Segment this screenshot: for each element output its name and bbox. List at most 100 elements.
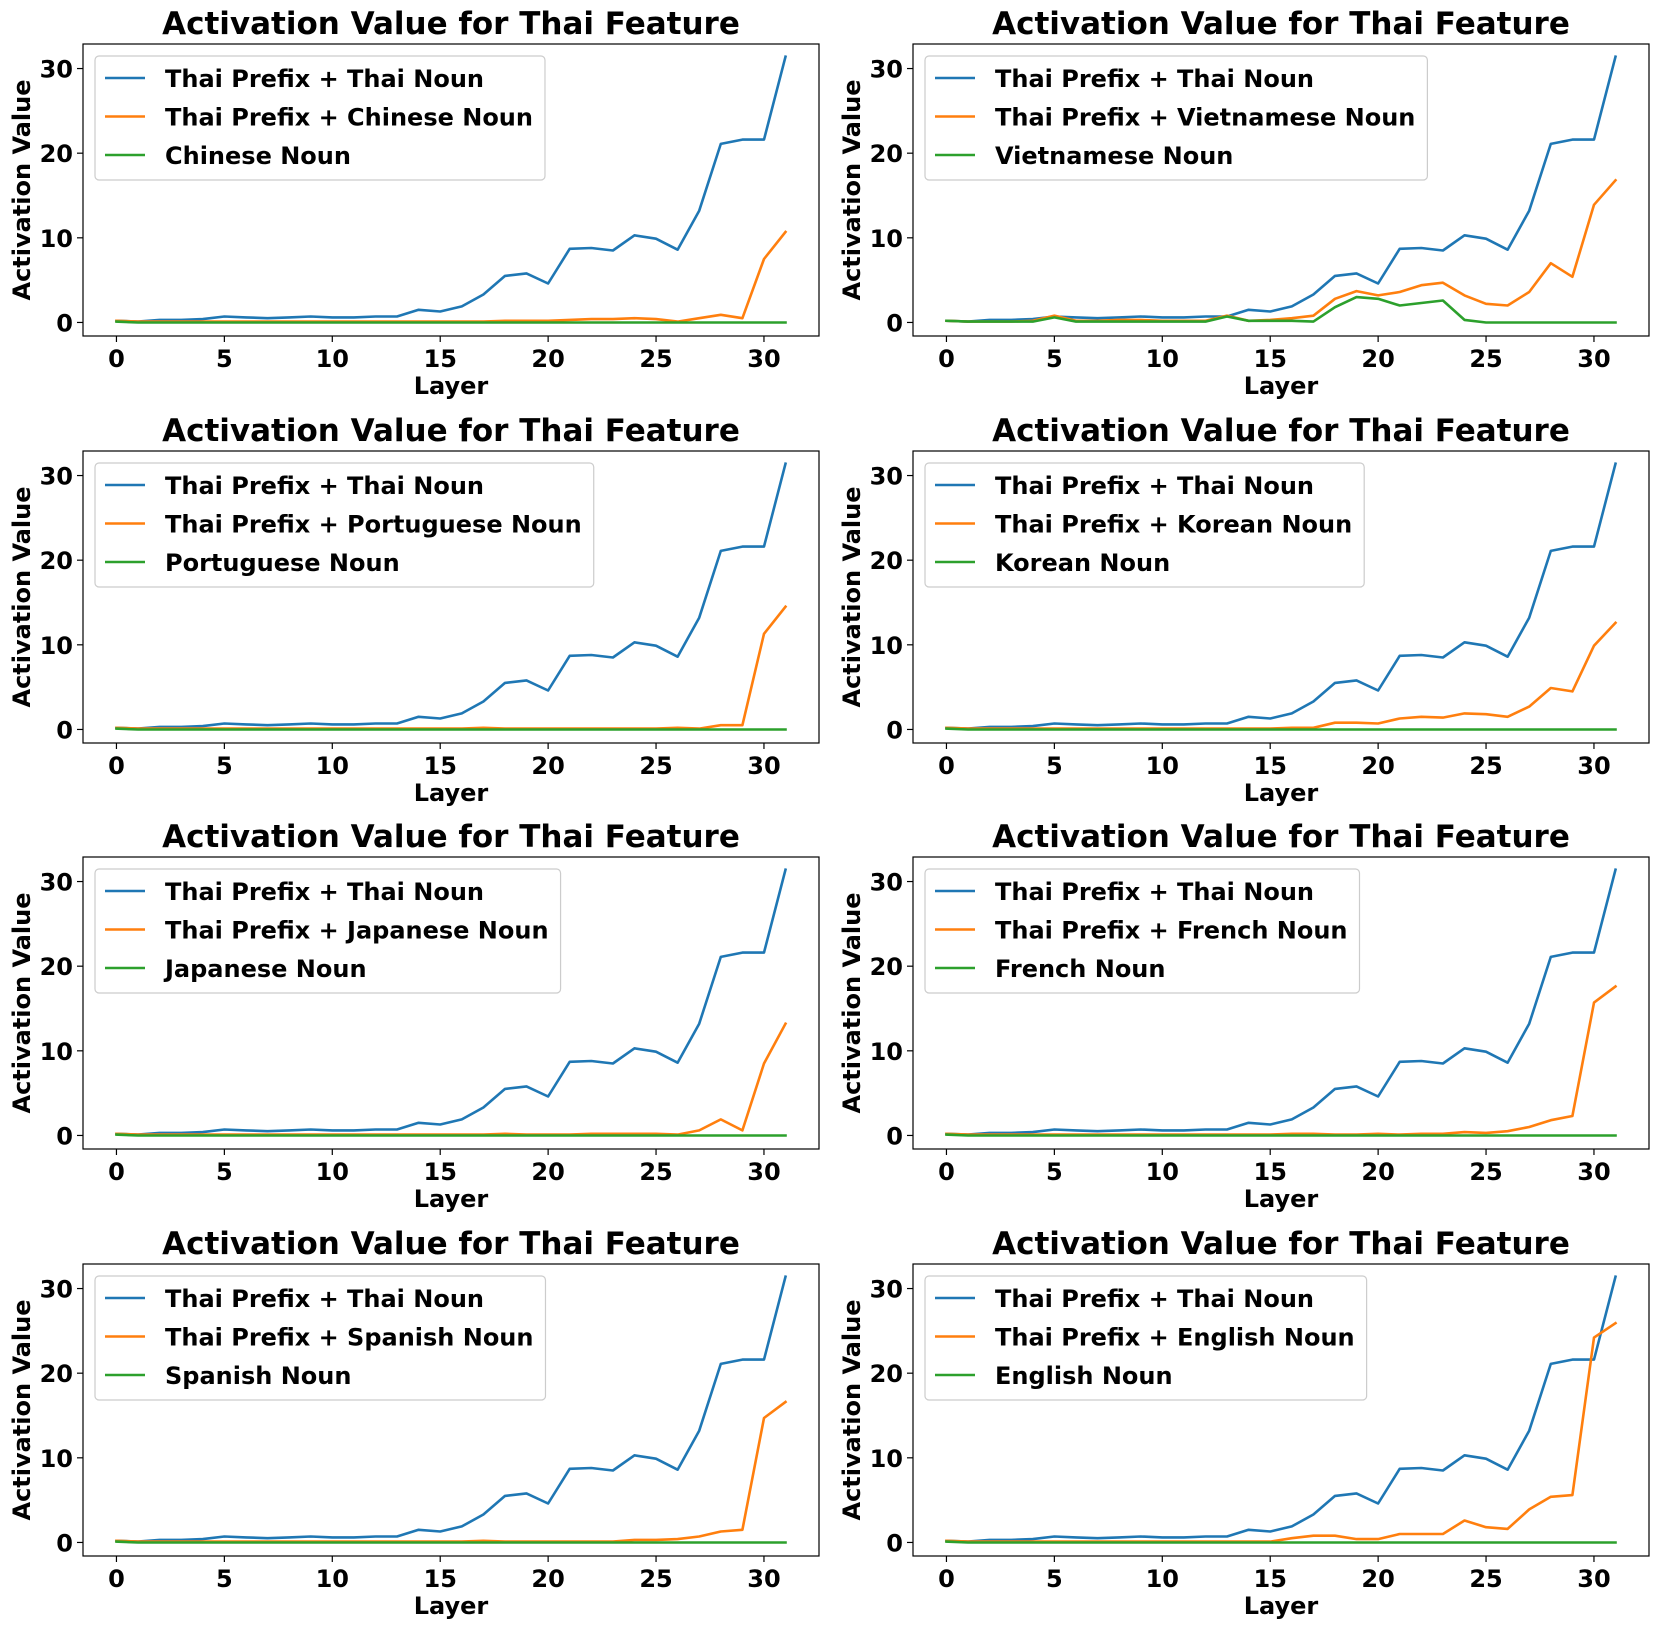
x-tick-label: 0 [108, 1565, 125, 1593]
series-line-2 [115, 1400, 788, 1543]
y-tick-label: 10 [870, 1038, 903, 1066]
chart-panel-1: Activation Value for Thai Feature 0 5 10 15 2… [8, 6, 820, 400]
series-line-2 [945, 620, 1618, 730]
y-tick-label: 20 [870, 140, 903, 168]
y-tick-label: 20 [40, 1360, 73, 1388]
x-axis-label: Layer [1244, 1185, 1319, 1213]
y-tick-label: 20 [870, 547, 903, 575]
y-axis-label: Activation Value [8, 486, 36, 707]
series-line-1 [115, 55, 788, 323]
y-tick-label: 0 [56, 1529, 73, 1557]
legend-label-1: Thai Prefix + Thai Noun [165, 65, 484, 93]
chart-title: Activation Value for Thai Feature [162, 6, 740, 42]
series-line-1 [115, 868, 788, 1136]
series-line-3 [945, 727, 1617, 731]
legend-box [924, 55, 1428, 181]
legend-label-2: Thai Prefix + Vietnamese Noun [995, 104, 1415, 132]
series-group [115, 1275, 788, 1544]
series-line-2 [945, 984, 1618, 1136]
legend-box [94, 462, 595, 588]
x-tick-label: 15 [424, 752, 457, 780]
x-tick-label: 0 [108, 1158, 125, 1186]
legend: Thai Prefix + Thai Noun Thai Prefix + Chi… [94, 55, 546, 181]
legend: Thai Prefix + Thai Noun Thai Prefix + Vie… [924, 55, 1428, 181]
y-tick-label: 0 [886, 309, 903, 337]
x-tick-label: 10 [316, 1565, 349, 1593]
x-axis-label: Layer [414, 1185, 489, 1213]
y-tick-label: 20 [40, 140, 73, 168]
y-tick-label: 0 [56, 716, 73, 744]
legend-box [924, 462, 1365, 588]
series-line-3 [945, 1133, 1617, 1137]
x-tick-label: 5 [216, 345, 233, 373]
series-line-2 [945, 178, 1618, 323]
axes-frame [912, 1263, 1650, 1557]
x-tick-label: 25 [1469, 345, 1502, 373]
x-tick-label: 10 [1146, 1565, 1179, 1593]
x-tick-label: 10 [1146, 1158, 1179, 1186]
legend-label-3: French Noun [995, 955, 1165, 983]
x-tick-label: 20 [1361, 1565, 1394, 1593]
y-axis-label: Activation Value [8, 1299, 36, 1520]
legend-label-1: Thai Prefix + Thai Noun [165, 1285, 484, 1313]
y-axis-label: Activation Value [838, 1299, 866, 1520]
series-line-3 [115, 727, 787, 731]
x-tick-label: 5 [1046, 1565, 1063, 1593]
x-tick-label: 30 [747, 345, 780, 373]
legend-label-3: Vietnamese Noun [995, 142, 1233, 170]
x-tick-label: 10 [316, 752, 349, 780]
x-tick-label: 10 [1146, 345, 1179, 373]
x-tick-label: 15 [424, 1158, 457, 1186]
legend-label-1: Thai Prefix + Thai Noun [165, 878, 484, 906]
series-group [115, 462, 788, 731]
series-line-3 [115, 1133, 787, 1137]
y-tick-label: 10 [870, 1445, 903, 1473]
x-tick-label: 15 [1254, 1158, 1287, 1186]
x-tick-label: 30 [747, 1158, 780, 1186]
x-axis-label: Layer [1244, 779, 1319, 807]
axes-frame [82, 1263, 820, 1557]
x-tick-label: 5 [1046, 345, 1063, 373]
x-tick-label: 0 [938, 752, 955, 780]
chart-title: Activation Value for Thai Feature [992, 1226, 1570, 1262]
chart-panel-6: Activation Value for Thai Feature 0 5 10 15 2… [838, 819, 1650, 1213]
legend-label-3: Japanese Noun [163, 955, 367, 983]
legend: Thai Prefix + Thai Noun Thai Prefix + Eng… [924, 1275, 1368, 1401]
y-tick-label: 10 [40, 1038, 73, 1066]
legend-box [924, 1275, 1368, 1401]
x-tick-label: 25 [639, 752, 672, 780]
series-group [945, 55, 1618, 324]
y-tick-label: 10 [870, 632, 903, 660]
x-tick-label: 30 [747, 752, 780, 780]
x-tick-label: 5 [216, 1565, 233, 1593]
y-tick-label: 20 [40, 953, 73, 981]
series-group [945, 462, 1618, 731]
y-tick-label: 10 [40, 632, 73, 660]
legend: Thai Prefix + Thai Noun Thai Prefix + Spa… [94, 1275, 547, 1401]
legend: Thai Prefix + Thai Noun Thai Prefix + Fre… [924, 868, 1361, 994]
series-line-1 [115, 1275, 788, 1543]
axes-frame [82, 856, 820, 1150]
legend-label-2: Thai Prefix + Portuguese Noun [165, 511, 582, 539]
y-tick-label: 0 [886, 1122, 903, 1150]
chart-title: Activation Value for Thai Feature [992, 819, 1570, 855]
series-line-3 [115, 1540, 787, 1544]
y-tick-label: 20 [870, 1360, 903, 1388]
x-tick-label: 0 [938, 345, 955, 373]
legend-label-1: Thai Prefix + Thai Noun [995, 472, 1314, 500]
chart-panel-4: Activation Value for Thai Feature 0 5 10 15 2… [838, 413, 1650, 807]
legend-label-1: Thai Prefix + Thai Noun [995, 65, 1314, 93]
x-tick-label: 25 [639, 345, 672, 373]
y-tick-label: 30 [40, 463, 73, 491]
legend-label-3: English Noun [995, 1362, 1173, 1390]
x-tick-label: 25 [1469, 752, 1502, 780]
x-tick-label: 25 [639, 1158, 672, 1186]
legend-label-3: Portuguese Noun [165, 549, 400, 577]
x-axis-label: Layer [414, 779, 489, 807]
x-tick-label: 15 [1254, 752, 1287, 780]
series-line-1 [115, 462, 788, 730]
y-tick-label: 20 [40, 547, 73, 575]
y-tick-label: 30 [40, 1276, 73, 1304]
x-tick-label: 25 [639, 1565, 672, 1593]
legend-label-1: Thai Prefix + Thai Noun [995, 878, 1314, 906]
